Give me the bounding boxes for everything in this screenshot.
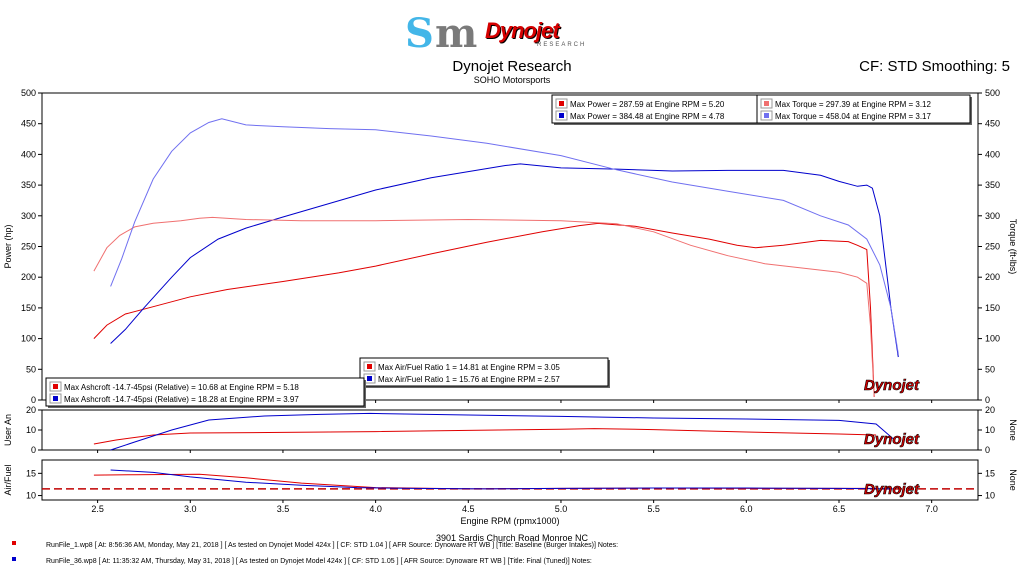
y-tick-label-left: 500	[21, 88, 36, 98]
legend-afr-box	[359, 357, 609, 387]
y2-axis-title-2: None	[1008, 469, 1018, 491]
y-tick-label-right: 150	[985, 303, 1000, 313]
legend-power-entry: Max Power = 287.59 at Engine RPM = 5.20	[570, 100, 725, 109]
legend-torque-swatch	[764, 101, 769, 106]
y-tick-label-right: 350	[985, 180, 1000, 190]
series-line-0-1	[110, 163, 899, 358]
x-tick-label: 6.5	[833, 504, 846, 514]
y-tick-label-right: 200	[985, 272, 1000, 282]
y-tick-label-right: 450	[985, 119, 1000, 129]
x-axis-title: Engine RPM (rpmx1000)	[460, 516, 559, 526]
page-subtitle: SOHO Motorsports	[473, 75, 551, 85]
series-line-1-1	[110, 412, 895, 451]
y-tick-label-right: 20	[985, 405, 995, 415]
y-tick-label-right: 0	[985, 445, 990, 455]
x-tick-label: 7.0	[925, 504, 938, 514]
legend-afr-swatch	[367, 376, 372, 381]
y-axis-title-0: Power (hp)	[3, 224, 13, 268]
y2-axis-title-0: Torque (ft-lbs)	[1008, 219, 1018, 275]
page-title: Dynojet Research	[452, 58, 572, 75]
run1-dot	[12, 541, 16, 545]
legend-torque-box	[756, 94, 971, 124]
run2-dot	[12, 557, 16, 561]
x-tick-label: 4.0	[369, 504, 382, 514]
series-line-2-1	[110, 469, 895, 490]
legend-boost-swatch	[53, 396, 58, 401]
y-tick-label-left: 350	[21, 180, 36, 190]
series-line-1-0	[93, 428, 877, 445]
y-tick-label-left: 50	[26, 364, 36, 374]
x-tick-label: 3.5	[277, 504, 290, 514]
y-tick-label-right: 10	[985, 425, 995, 435]
plot-frame-2	[41, 459, 979, 501]
run2-info: RunFile_36.wp8 [ At: 11:35:32 AM, Thursd…	[46, 558, 592, 565]
y-tick-label-right: 300	[985, 211, 1000, 221]
legend-power-swatch	[559, 113, 564, 118]
x-tick-label: 5.5	[647, 504, 660, 514]
legend-power-swatch	[559, 101, 564, 106]
y-tick-label-right: 0	[985, 395, 990, 405]
y-tick-label-left: 100	[21, 334, 36, 344]
legend-boost-swatch	[53, 384, 58, 389]
legend-afr-swatch	[367, 364, 372, 369]
legend-boost-entry: Max Ashcroft -14.7-45psi (Relative) = 18…	[64, 395, 299, 404]
y-tick-label-left: 0	[31, 445, 36, 455]
y-tick-label-left: 10	[26, 425, 36, 435]
y-tick-label-right: 15	[985, 468, 995, 478]
y-tick-label-left: 150	[21, 303, 36, 313]
dynojet-logo: S m Dynojet RESEARCH	[405, 10, 620, 57]
y-tick-label-left: 20	[26, 405, 36, 415]
watermark-logo-0: Dynojet	[864, 377, 920, 394]
plot-frame-0	[41, 92, 979, 401]
y-tick-label-left: 250	[21, 242, 36, 252]
y-tick-label-right: 250	[985, 242, 1000, 252]
y-tick-label-left: 400	[21, 149, 36, 159]
y-tick-label-left: 300	[21, 211, 36, 221]
series-line-0-2	[93, 216, 875, 397]
logo-brand: Dynojet	[485, 18, 560, 43]
y-tick-label-right: 400	[985, 149, 1000, 159]
y-tick-label-right: 10	[985, 491, 995, 501]
legend-afr-entry: Max Air/Fuel Ratio 1 = 14.81 at Engine R…	[378, 363, 560, 372]
y-tick-label-right: 100	[985, 334, 1000, 344]
address-label: 3901 Sardis Church Road Monroe NC	[435, 533, 589, 543]
series-line-0-0	[93, 222, 875, 397]
y-tick-label-left: 0	[31, 395, 36, 405]
logo-brand-sub: RESEARCH	[537, 42, 587, 48]
legend-afr-entry: Max Air/Fuel Ratio 1 = 15.76 at Engine R…	[378, 375, 560, 384]
y-tick-label-left: 15	[26, 468, 36, 478]
y-tick-label-right: 500	[985, 88, 1000, 98]
x-tick-label: 6.0	[740, 504, 753, 514]
y-tick-label-left: 200	[21, 272, 36, 282]
y-tick-label-left: 10	[26, 491, 36, 501]
legend-power-entry: Max Power = 384.48 at Engine RPM = 4.78	[570, 112, 725, 121]
correction-factor-label: CF: STD Smoothing: 5	[859, 58, 1010, 75]
legend-boost-box	[45, 377, 365, 407]
x-tick-label: 5.0	[555, 504, 568, 514]
legend-torque-swatch	[764, 113, 769, 118]
legend-boost-entry: Max Ashcroft -14.7-45psi (Relative) = 10…	[64, 383, 299, 392]
watermark-logo-1: Dynojet	[864, 431, 920, 448]
x-tick-label: 3.0	[184, 504, 197, 514]
y2-axis-title-1: None	[1008, 419, 1018, 441]
legend-torque-entry: Max Torque = 458.04 at Engine RPM = 3.17	[775, 112, 932, 121]
x-tick-label: 2.5	[91, 504, 104, 514]
y-tick-label-left: 450	[21, 119, 36, 129]
series-line-0-3	[110, 118, 899, 354]
legend-torque-entry: Max Torque = 297.39 at Engine RPM = 3.12	[775, 100, 932, 109]
watermark-logo-2: Dynojet	[864, 481, 920, 498]
y-axis-title-2: Air/Fuel	[3, 464, 13, 495]
x-tick-label: 4.5	[462, 504, 475, 514]
run1-info: RunFile_1.wp8 [ At: 8:56:36 AM, Monday, …	[46, 542, 619, 549]
y-axis-title-1: User An	[3, 414, 13, 446]
y-tick-label-right: 50	[985, 364, 995, 374]
logo-mark-m: m	[435, 10, 478, 57]
